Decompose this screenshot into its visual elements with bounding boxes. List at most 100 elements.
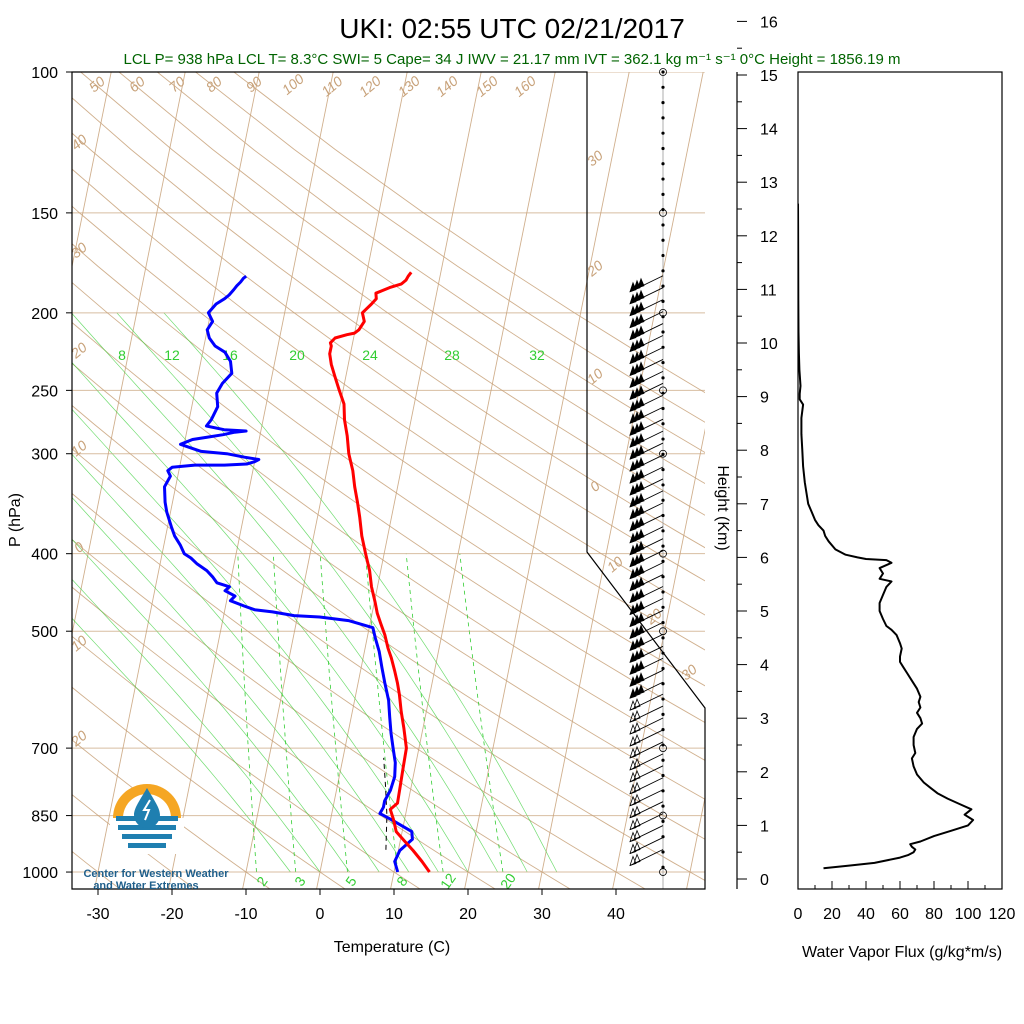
wind-barb-flag (637, 456, 645, 468)
isotherm-label: 20 (67, 339, 90, 362)
isotherm-line (390, 72, 556, 889)
wind-barb-flag (637, 361, 645, 373)
wind-barb-flag (633, 721, 641, 733)
height-tick-label: 2 (760, 765, 769, 782)
wind-barb-flag (629, 699, 637, 711)
temperature-axis-label: Temperature (C) (334, 939, 450, 956)
wind-barb-flag (633, 817, 641, 829)
dry-adiabat-line (72, 686, 346, 889)
isotherm-label: 10 (68, 437, 90, 459)
logo-drop-icon (134, 788, 160, 828)
height-tick-label: 14 (760, 122, 778, 139)
wind-barb-flag (633, 757, 641, 769)
wind-level-dot (661, 712, 665, 716)
wind-barb-flag (637, 684, 645, 695)
wind-barb (629, 681, 664, 699)
wind-level-dot (661, 422, 665, 426)
wind-barb (629, 693, 664, 711)
isotherm-line (72, 72, 112, 269)
dry-adiabat-line (72, 205, 705, 651)
pressure-tick-label: 250 (31, 383, 58, 400)
temperature-tick-label: 20 (459, 906, 477, 923)
wind-level-dot (661, 498, 665, 502)
wind-barb (629, 598, 664, 616)
moist-adiabat-line (72, 538, 350, 873)
wind-barb-flag (637, 301, 645, 313)
pressure-axis-label: P (hPa) (7, 493, 24, 547)
height-tick-label: 16 (760, 14, 778, 31)
wind-barb-flag (633, 841, 641, 853)
wind-level-dot (661, 223, 665, 227)
wind-level-dot (661, 162, 665, 166)
wind-level-dot (661, 590, 665, 594)
isotherm-label: 30 (68, 239, 90, 261)
wind-level-dot (661, 605, 665, 609)
wind-barb-flag (633, 829, 641, 841)
wind-level-dot (661, 146, 665, 151)
wind-barb (629, 586, 664, 604)
wind-barbs (629, 68, 667, 889)
skew-t-profiles (163, 271, 431, 873)
wind-level-dot (661, 269, 665, 273)
isotherm-line (0, 72, 37, 889)
dry-adiabat-line (72, 132, 705, 582)
temperature-tick-label: 10 (385, 906, 403, 923)
calm-wind-circle (659, 868, 667, 876)
wind-barb (629, 382, 664, 400)
wind-barb (629, 777, 664, 795)
mixing-ratio-line (459, 553, 504, 873)
chart-title: UKI: 02:55 UTC 02/21/2017 (339, 13, 685, 44)
wind-level-dot (661, 131, 665, 135)
wind-barb (629, 621, 664, 640)
pressure-tick-label: 100 (31, 65, 58, 82)
wind-barb-flag (629, 795, 637, 807)
flux-x-tick-label: 80 (925, 906, 943, 923)
wind-barb (629, 825, 664, 843)
height-tick-label: 8 (760, 443, 769, 460)
wind-barb (629, 311, 664, 329)
wind-barb-flag (637, 624, 645, 636)
flux-x-tick-label: 40 (857, 906, 875, 923)
moist-adiabat-line (72, 362, 469, 873)
moist-adiabat-line (72, 578, 321, 873)
moist-adiabat-label: 28 (444, 347, 460, 363)
wind-level-dot (661, 85, 665, 89)
wind-level-dot (661, 437, 665, 441)
wind-barb (629, 657, 664, 675)
isotherm-line (72, 72, 186, 637)
dry-adiabat-line (72, 586, 496, 889)
dry-adiabat-line (157, 72, 705, 454)
wind-barb-flag (637, 397, 645, 408)
wind-barb-flag (637, 552, 645, 564)
wind-barb (629, 418, 664, 436)
wind-barb-flag (629, 819, 637, 831)
wind-barb-flag (637, 564, 645, 576)
pressure-tick-label: 400 (31, 547, 58, 564)
wind-barb (629, 574, 664, 592)
height-tick-label: 5 (760, 604, 769, 621)
isotherm-label: 30 (678, 661, 700, 683)
wind-barb-flag (637, 337, 645, 349)
wind-barb (629, 275, 664, 293)
mixing-ratio-line (405, 553, 444, 873)
wind-barb-flag (637, 492, 645, 504)
pressure-tick-label: 1000 (22, 865, 58, 882)
pressure-tick-label: 300 (31, 447, 58, 464)
wind-barb (629, 430, 664, 448)
wind-level-dot (661, 391, 665, 395)
wind-barb-flag (633, 805, 641, 817)
height-tick-label: 1 (760, 818, 769, 835)
mixing-ratio-label: 3 (291, 873, 309, 889)
isotherm-line (761, 72, 926, 889)
wind-barb (629, 669, 664, 687)
wind-level-dot (661, 253, 665, 258)
isotherm-label: 90 (243, 73, 265, 95)
wind-barb-flag (637, 528, 645, 540)
wind-barb (629, 562, 664, 580)
height-axis-label: Height (Km) (714, 465, 731, 550)
wind-level-dot (661, 468, 665, 472)
moist-adiabat-line (72, 408, 439, 873)
wind-barb-flag (633, 781, 641, 793)
dry-adiabat-line (80, 72, 705, 516)
